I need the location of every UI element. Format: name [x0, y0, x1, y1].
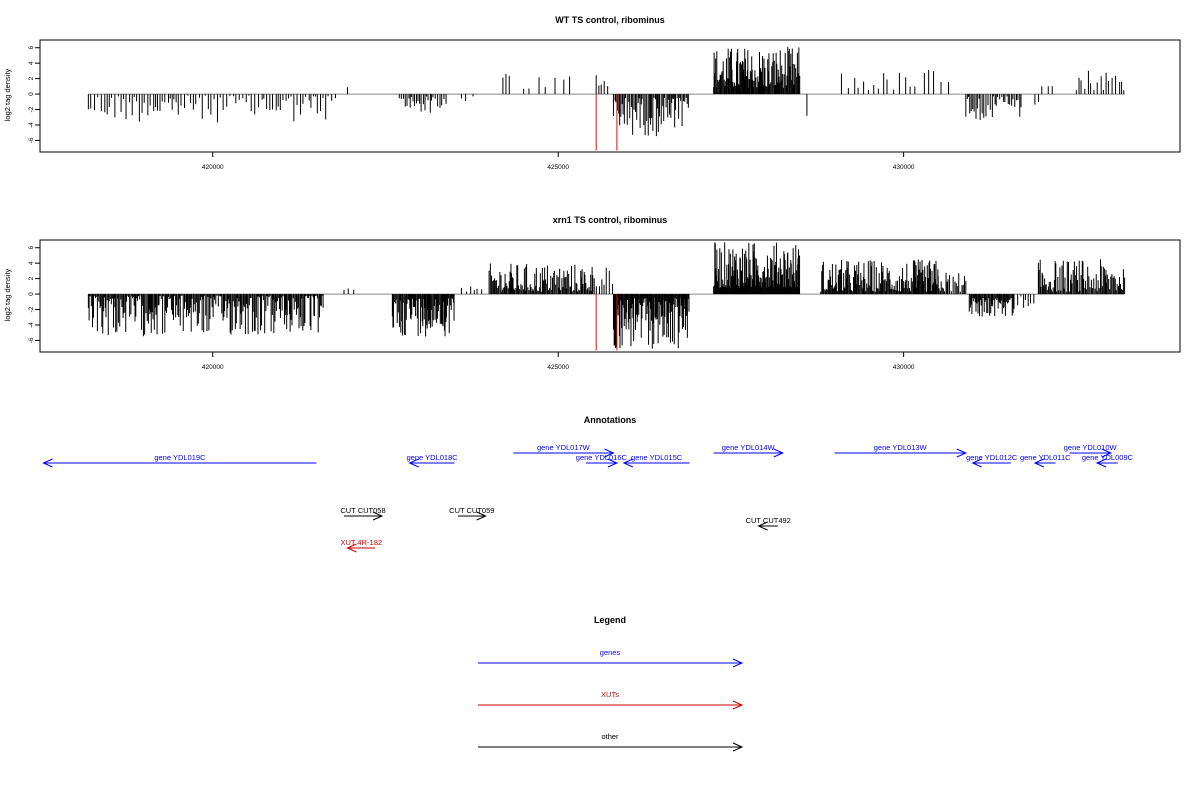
annotations-title: Annotations	[584, 415, 637, 425]
chart-panel-xrn1: xrn1 TS control, ribominus log2 tag dens…	[3, 215, 1181, 371]
y-tick-label: -2	[28, 106, 35, 112]
feature: gene YDL019C	[42, 453, 317, 468]
feature: gene YDL009C	[1082, 453, 1134, 468]
arrow-head	[1095, 458, 1107, 468]
y-axis: -6 -4 -2 0 2 4 6	[28, 246, 40, 343]
feature: CUT CUT058	[340, 506, 386, 521]
legend-label: XUTs	[601, 690, 619, 699]
feature: gene YDL017W	[513, 443, 615, 458]
x-axis: 420000 425000 430000	[202, 152, 915, 171]
legend-label: genes	[600, 648, 621, 657]
feature-label: gene YDL014W	[722, 443, 776, 452]
feature-label: gene YDL018C	[407, 453, 459, 462]
feature-label: gene YDL012C	[966, 453, 1018, 462]
x-tick-label: 425000	[547, 364, 569, 371]
arrow-head	[604, 448, 615, 458]
arrow-head	[1033, 458, 1045, 468]
y-axis-label: log2 tag density	[3, 68, 12, 121]
legend-item: genes	[478, 648, 744, 668]
data-bars	[87, 242, 1126, 349]
y-tick-label: -4	[28, 322, 35, 328]
arrow-head	[757, 521, 768, 531]
feature: gene YDL013W	[834, 443, 968, 458]
y-tick-label: 6	[28, 246, 35, 250]
chart-title: WT TS control, ribominus	[555, 15, 665, 25]
arrow-head	[476, 511, 487, 521]
x-tick-label: 420000	[202, 364, 224, 371]
feature-label: gene YDL010W	[1064, 443, 1118, 452]
data-bars	[87, 46, 1125, 137]
x-axis: 420000 425000 430000	[202, 352, 915, 371]
y-tick-label: -2	[28, 306, 35, 312]
annotations-track: Annotations gene YDL019C gene YDL018C gene…	[42, 415, 1134, 553]
feature-label: gene YDL011C	[1020, 453, 1071, 462]
plot-frame	[39, 39, 1181, 153]
chart-panel-wt: WT TS control, ribominus log2 tag densit…	[3, 15, 1181, 171]
y-tick-label: -4	[28, 122, 35, 128]
feature: XUT 4R-182	[340, 538, 382, 553]
arrow-head	[1101, 448, 1113, 458]
y-tick-label: -6	[28, 137, 35, 143]
feature-label: gene YDL017W	[537, 443, 591, 452]
y-tick-label: 0	[28, 292, 35, 296]
arrow-head	[346, 543, 357, 553]
legend-title: Legend	[594, 615, 626, 625]
x-tick-label: 420000	[202, 164, 224, 171]
y-tick-label: 4	[28, 61, 35, 65]
x-tick-label: 430000	[893, 364, 915, 371]
y-tick-label: 2	[28, 76, 35, 80]
legend-item: other	[478, 732, 744, 752]
arrow-head	[732, 742, 744, 752]
legend-label: other	[601, 732, 619, 741]
feature: gene YDL012C	[966, 453, 1018, 468]
feature: gene YDL016C	[576, 453, 628, 468]
y-tick-label: 2	[28, 276, 35, 280]
feature-label: CUT CUT059	[449, 506, 494, 515]
legend-item: XUTs	[478, 690, 744, 710]
feature-label: XUT 4R-182	[340, 538, 382, 547]
feature-label: gene YDL016C	[576, 453, 628, 462]
feature-label: CUT CUT492	[746, 516, 791, 525]
chart-title: xrn1 TS control, ribominus	[553, 215, 668, 225]
feature-label: gene YDL015C	[631, 453, 683, 462]
y-axis-label: log2 tag density	[3, 268, 12, 321]
feature-label: gene YDL013W	[874, 443, 928, 452]
feature: CUT CUT492	[746, 516, 791, 531]
arrow-head	[372, 511, 384, 521]
feature-label: CUT CUT058	[340, 506, 385, 515]
legend: Legend genes XUTs other	[478, 615, 744, 752]
feature: gene YDL010W	[1064, 443, 1118, 458]
arrow-head	[971, 458, 982, 468]
arrow-head	[42, 458, 53, 468]
y-tick-label: 6	[28, 46, 35, 50]
legend-items: genes XUTs other	[478, 648, 744, 752]
x-tick-label: 425000	[547, 164, 569, 171]
feature-label: gene YDL019C	[154, 453, 206, 462]
x-tick-label: 430000	[893, 164, 915, 171]
feature: gene YDL015C	[622, 453, 690, 468]
y-tick-label: 0	[28, 92, 35, 96]
feature: gene YDL018C	[407, 453, 459, 468]
red-marks	[595, 94, 618, 151]
feature: CUT CUT059	[449, 506, 494, 521]
feature-label: gene YDL009C	[1082, 453, 1134, 462]
y-axis: -6 -4 -2 0 2 4 6	[28, 46, 40, 143]
arrow-head	[607, 458, 619, 468]
feature: gene YDL014W	[713, 443, 784, 458]
arrow-head	[622, 458, 634, 468]
y-tick-label: -6	[28, 337, 35, 343]
feature: gene YDL011C	[1020, 453, 1071, 468]
arrow-head	[956, 448, 968, 458]
arrow-head	[408, 458, 419, 468]
arrow-head	[732, 700, 744, 710]
red-marks	[595, 294, 618, 351]
arrow-head	[732, 658, 744, 668]
plot-frame	[39, 239, 1181, 353]
arrow-head	[773, 448, 784, 458]
y-tick-label: 4	[28, 261, 35, 265]
